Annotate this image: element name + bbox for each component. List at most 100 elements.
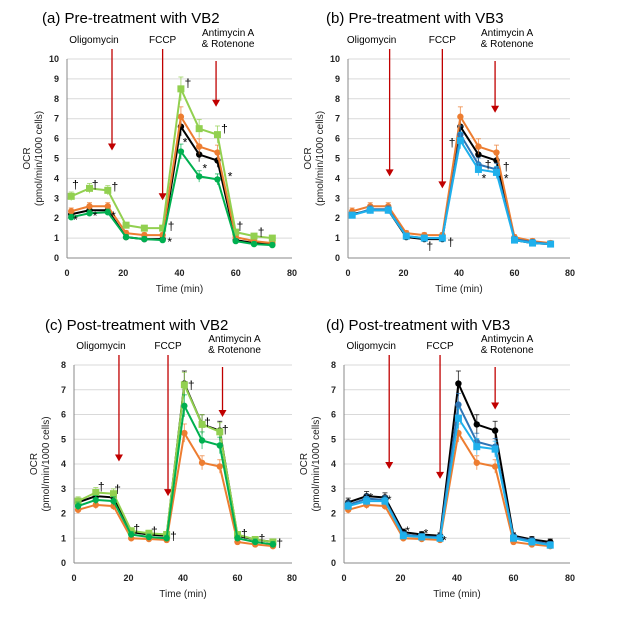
y-tick-label: 2 (61, 509, 66, 519)
data-point-green (128, 531, 135, 538)
arrowhead (114, 454, 123, 462)
y-tick-label: 8 (61, 360, 66, 370)
x-tick-label: 20 (123, 573, 133, 583)
y-tick-label: 5 (335, 154, 340, 164)
data-point-orange (473, 459, 480, 466)
chart-title: (b) Pre-treatment with VB3 (326, 10, 504, 27)
data-point-orange (181, 429, 188, 437)
y-tick-label: 9 (54, 74, 59, 84)
arrowhead (108, 143, 116, 151)
data-point-lightgreen (92, 488, 100, 496)
x-axis-label: Time (min) (433, 589, 480, 600)
significance-dagger: † (185, 76, 192, 90)
data-point-orange (86, 203, 93, 210)
x-tick-label: 20 (118, 268, 128, 278)
injection-label: FCCP (429, 35, 457, 46)
x-tick-label: 80 (565, 573, 575, 583)
significance-dagger: † (259, 531, 266, 545)
y-tick-label: 1 (61, 533, 66, 543)
arrowhead (164, 489, 173, 497)
x-tick-label: 40 (452, 573, 462, 583)
data-point-blue (455, 401, 462, 408)
data-point-green (163, 535, 170, 542)
series-line-lightblue (347, 415, 551, 547)
y-tick-label: 1 (54, 233, 59, 243)
significance-asterisk: * (504, 171, 509, 185)
significance-dagger: † (98, 479, 105, 493)
y-axis-label: OCR (303, 147, 314, 169)
data-point-lightgreen (104, 186, 112, 194)
data-point-green (269, 541, 277, 548)
significance-dagger: † (168, 219, 175, 233)
y-tick-label: 4 (331, 459, 336, 469)
y-tick-label: 3 (331, 484, 336, 494)
data-point-lightgreen (86, 184, 93, 192)
chart-panel-b: (b) Pre-treatment with VB3 0 1 2 3 4 5 6 7 8 9 10 0 2… (303, 10, 575, 295)
significance-asterisk: * (405, 524, 410, 538)
significance-asterisk: * (111, 209, 116, 223)
x-tick-label: 40 (174, 268, 184, 278)
data-point-lightblue (546, 541, 554, 549)
arrowhead (212, 99, 221, 107)
data-point-orange (457, 113, 464, 120)
significance-asterisk: * (369, 490, 374, 504)
significance-dagger: † (114, 482, 121, 496)
data-point-orange (214, 149, 221, 156)
data-point-green (195, 173, 203, 180)
x-tick-label: 40 (178, 573, 188, 583)
data-point-lightblue (474, 165, 482, 173)
injection-label: Antimycin A (208, 334, 261, 345)
arrowhead (218, 409, 227, 417)
x-tick-label: 40 (454, 268, 464, 278)
y-tick-label: 6 (54, 134, 59, 144)
data-point-green (181, 402, 188, 410)
x-tick-label: 60 (231, 268, 241, 278)
y-tick-label: 10 (49, 54, 59, 64)
y-tick-label: 1 (335, 233, 340, 243)
y-tick-label: 0 (61, 558, 66, 568)
data-point-lightblue (348, 211, 356, 219)
arrowhead (438, 181, 447, 189)
injection-label: & Rotenone (481, 39, 534, 50)
significance-dagger: † (485, 157, 492, 171)
significance-asterisk: * (167, 235, 172, 249)
significance-dagger: † (133, 521, 140, 535)
data-point-green (74, 502, 82, 510)
y-tick-label: 9 (335, 74, 340, 84)
data-point-green (86, 210, 93, 217)
y-tick-label: 4 (61, 459, 66, 469)
data-point-green (232, 237, 239, 245)
significance-dagger: † (170, 529, 177, 543)
injection-label: Antimycin A (202, 28, 255, 39)
significance-dagger: † (204, 415, 211, 429)
y-tick-label: 0 (331, 558, 336, 568)
data-point-lightblue (438, 234, 446, 242)
y-tick-label: 7 (54, 114, 59, 124)
significance-dagger: † (72, 177, 79, 191)
data-point-green (269, 241, 276, 249)
series-line-lightgreen (77, 381, 274, 543)
significance-dagger: † (276, 536, 283, 550)
arrowhead (385, 461, 394, 469)
data-point-lightblue (510, 534, 517, 542)
significance-asterisk: * (93, 209, 98, 223)
x-axis-label: Time (min) (159, 589, 206, 600)
y-tick-label: 7 (335, 114, 340, 124)
data-point-lightblue (473, 443, 481, 451)
significance-dagger: † (111, 179, 118, 193)
significance-dagger: † (222, 422, 229, 436)
y-axis-label: OCR (29, 453, 40, 475)
y-tick-label: 8 (331, 360, 336, 370)
data-point-orange (195, 143, 203, 150)
series-line-lightblue (351, 137, 551, 246)
significance-asterisk: * (202, 161, 207, 175)
data-point-lightgreen (159, 224, 167, 232)
significance-dagger: † (237, 219, 244, 233)
significance-dagger: † (92, 177, 99, 191)
y-tick-label: 6 (61, 410, 66, 420)
data-point-green (68, 214, 75, 221)
data-point-lightblue (366, 206, 374, 214)
significance-dagger: † (427, 239, 434, 253)
arrowhead (491, 105, 500, 113)
